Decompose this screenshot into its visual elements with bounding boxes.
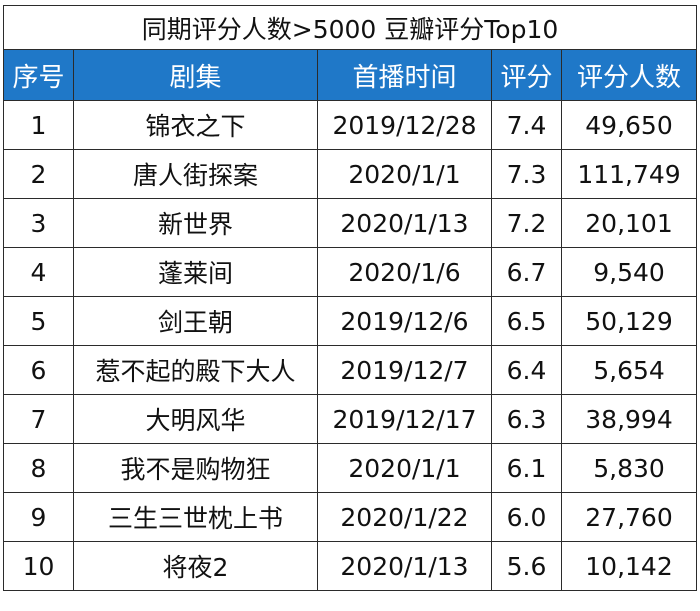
cell-name: 三生三世枕上书 (73, 492, 318, 542)
cell-name: 蓬莱间 (73, 247, 318, 297)
cell-score: 7.2 (491, 198, 562, 248)
cell-name: 我不是购物狂 (73, 443, 318, 493)
cell-rank: 6 (3, 345, 74, 395)
cell-score: 6.4 (491, 345, 562, 395)
cell-votes: 49,650 (560, 100, 698, 150)
cell-votes: 50,129 (560, 296, 698, 346)
cell-score: 6.7 (491, 247, 562, 297)
header-rank: 序号 (3, 49, 74, 101)
cell-rank: 2 (3, 149, 74, 199)
cell-rank: 8 (3, 443, 74, 493)
cell-rank: 5 (3, 296, 74, 346)
cell-name: 大明风华 (73, 394, 318, 444)
cell-date: 2019/12/17 (317, 394, 492, 444)
cell-date: 2020/1/13 (317, 541, 492, 591)
cell-date: 2020/1/13 (317, 198, 492, 248)
cell-votes: 9,540 (560, 247, 698, 297)
cell-name: 剑王朝 (73, 296, 318, 346)
cell-date: 2019/12/6 (317, 296, 492, 346)
cell-score: 7.3 (491, 149, 562, 199)
table-row: 6 惹不起的殿下大人 2019/12/7 6.4 5,654 (3, 345, 698, 395)
cell-name: 惹不起的殿下大人 (73, 345, 318, 395)
header-name: 剧集 (73, 49, 318, 101)
cell-votes: 111,749 (560, 149, 698, 199)
cell-date: 2020/1/1 (317, 443, 492, 493)
cell-date: 2020/1/1 (317, 149, 492, 199)
table-row: 4 蓬莱间 2020/1/6 6.7 9,540 (3, 247, 698, 297)
table-row: 1 锦衣之下 2019/12/28 7.4 49,650 (3, 100, 698, 150)
cell-score: 7.4 (491, 100, 562, 150)
cell-votes: 5,654 (560, 345, 698, 395)
ranking-table: 同期评分人数>5000 豆瓣评分Top10 序号 剧集 首播时间 评分 评分人数… (2, 5, 698, 591)
table-row: 7 大明风华 2019/12/17 6.3 38,994 (3, 394, 698, 444)
cell-rank: 10 (3, 541, 74, 591)
cell-score: 6.1 (491, 443, 562, 493)
cell-name: 新世界 (73, 198, 318, 248)
table-row: 8 我不是购物狂 2020/1/1 6.1 5,830 (3, 443, 698, 493)
table-row: 10 将夜2 2020/1/13 5.6 10,142 (3, 541, 698, 591)
cell-score: 5.6 (491, 541, 562, 591)
cell-rank: 4 (3, 247, 74, 297)
cell-votes: 38,994 (560, 394, 698, 444)
cell-name: 唐人街探案 (73, 149, 318, 199)
cell-date: 2019/12/7 (317, 345, 492, 395)
table-row: 3 新世界 2020/1/13 7.2 20,101 (3, 198, 698, 248)
header-date: 首播时间 (317, 49, 492, 101)
cell-rank: 1 (3, 100, 74, 150)
header-row: 序号 剧集 首播时间 评分 评分人数 (3, 49, 698, 101)
cell-score: 6.3 (491, 394, 562, 444)
cell-rank: 3 (3, 198, 74, 248)
cell-votes: 27,760 (560, 492, 698, 542)
cell-score: 6.0 (491, 492, 562, 542)
cell-votes: 10,142 (560, 541, 698, 591)
cell-date: 2019/12/28 (317, 100, 492, 150)
header-votes: 评分人数 (560, 49, 698, 101)
header-score: 评分 (491, 49, 562, 101)
table-row: 9 三生三世枕上书 2020/1/22 6.0 27,760 (3, 492, 698, 542)
table-row: 2 唐人街探案 2020/1/1 7.3 111,749 (3, 149, 698, 199)
table-row: 5 剑王朝 2019/12/6 6.5 50,129 (3, 296, 698, 346)
cell-votes: 5,830 (560, 443, 698, 493)
cell-score: 6.5 (491, 296, 562, 346)
cell-date: 2020/1/6 (317, 247, 492, 297)
cell-votes: 20,101 (560, 198, 698, 248)
cell-name: 将夜2 (73, 541, 318, 591)
cell-name: 锦衣之下 (73, 100, 318, 150)
cell-rank: 9 (3, 492, 74, 542)
cell-date: 2020/1/22 (317, 492, 492, 542)
ranking-table-container: 同期评分人数>5000 豆瓣评分Top10 序号 剧集 首播时间 评分 评分人数… (2, 5, 698, 591)
cell-rank: 7 (3, 394, 74, 444)
table-title: 同期评分人数>5000 豆瓣评分Top10 (2, 5, 698, 50)
